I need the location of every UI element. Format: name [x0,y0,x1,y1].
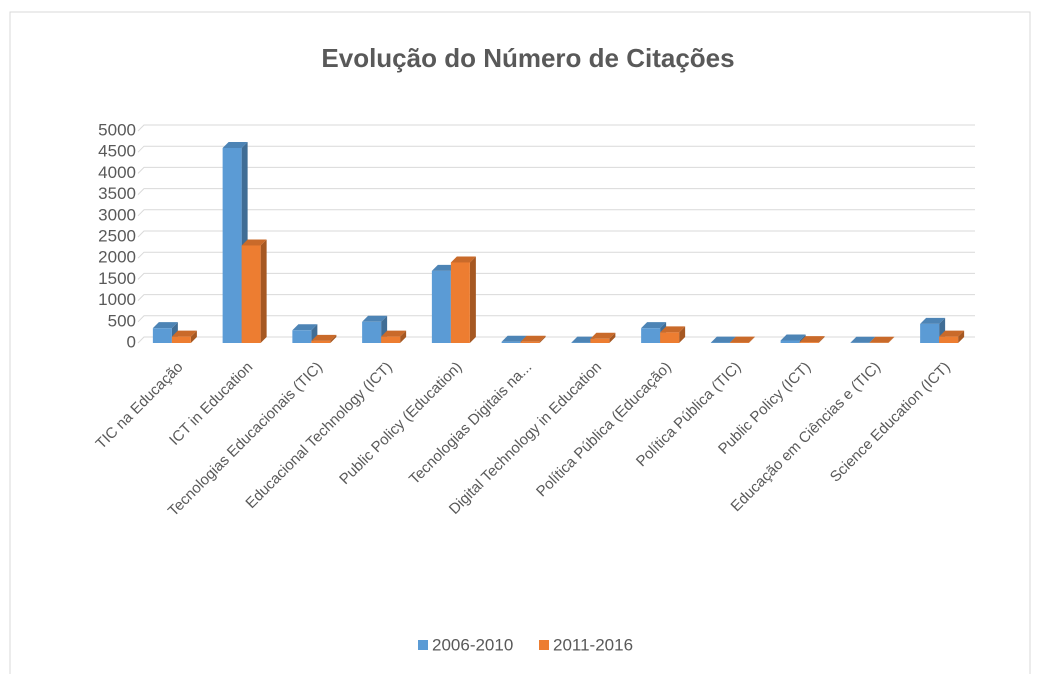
bar [660,332,680,343]
y-tick-label: 1000 [98,290,136,309]
grid-line [137,209,975,217]
bar [780,340,800,343]
bar [381,336,401,343]
bar [171,336,191,343]
bar [450,262,470,343]
bar [520,341,540,343]
bar-top [292,324,318,331]
bar [222,147,242,343]
y-tick-label: 3000 [98,205,136,224]
grid-line [137,188,975,195]
bar-top [850,336,876,343]
bar [641,328,661,343]
bar-top [381,330,407,337]
y-tick-label: 500 [108,311,136,330]
bar-side [679,326,686,343]
grid-line [137,315,975,323]
bar-side [748,336,755,343]
y-tick-label: 4000 [98,163,136,182]
bar-top [590,332,616,339]
bar-top [241,239,267,246]
bar-top [152,322,178,329]
grid-line [137,294,975,301]
bar-side [190,330,197,343]
bar-side [400,330,407,343]
bar-side [888,336,895,343]
y-tick-label: 2000 [98,248,136,267]
legend-label: 2011-2016 [553,635,633,654]
chart-title: Evolução do Número de Citações [321,43,734,73]
y-tick-label: 0 [127,332,136,351]
grid-line [137,272,975,280]
bar-top [939,330,965,337]
legend-label: 2006-2010 [432,635,513,654]
bar-side [469,256,476,343]
grid-line [137,251,975,259]
bar-top [311,334,337,341]
bar-top [571,336,597,343]
bar-top [431,264,457,271]
bar-top [920,317,946,324]
bar [311,340,331,343]
bar-side [539,335,546,343]
bar-top [450,256,476,263]
y-tick-label: 1500 [98,269,136,288]
bar [590,338,610,343]
y-tick-label: 4500 [98,142,136,161]
grid-line [137,336,975,344]
bar [362,321,382,343]
bar [292,330,312,343]
bar [501,341,521,343]
y-tick-label: 2500 [98,226,136,245]
bar [152,328,172,343]
bar-side [330,334,337,343]
y-tick-label: 5000 [98,120,136,139]
bar-side [609,332,616,343]
bar-side [958,330,965,343]
bar-top [501,335,527,342]
legend-swatch [418,640,428,650]
bar-top [171,330,197,337]
legend-swatch [539,640,549,650]
bar-top [780,334,806,341]
bar-top [222,141,248,148]
bar [431,270,451,343]
bar [799,342,819,343]
bar [939,336,959,343]
bar-top [869,336,895,343]
bar-top [641,322,667,329]
bar [241,245,261,343]
grid-line [137,124,975,132]
grid-line [137,145,975,153]
bar [920,323,940,343]
bar-side [818,336,825,343]
bar-top [799,336,825,343]
grid-line [137,166,975,174]
y-tick-label: 3500 [98,184,136,203]
bar-top [362,315,388,322]
bar-top [729,336,755,343]
bar-top [710,336,736,343]
grid-line [137,230,975,238]
bar-top [660,326,686,333]
bar-top [520,335,546,342]
bar-side [260,239,267,343]
